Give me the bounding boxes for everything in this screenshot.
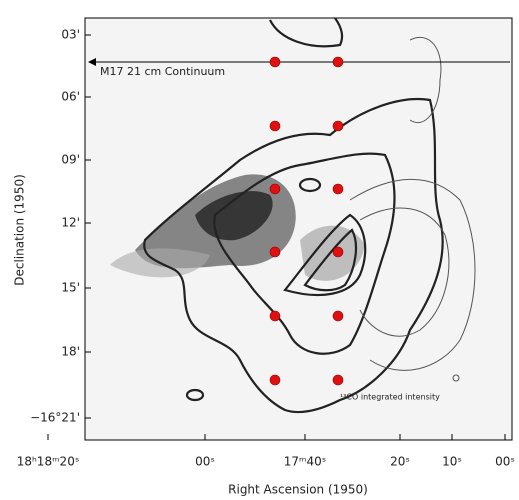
arrow-head: [88, 58, 96, 66]
x-tick-label: 10ˢ: [442, 455, 462, 469]
x-tick-label: 17ᵐ40ˢ: [284, 455, 327, 469]
x-tick-label: 20ˢ: [390, 455, 410, 469]
y-tick-label: 15': [61, 281, 80, 295]
positions: [269, 56, 344, 386]
y-tick-label: 03': [61, 28, 80, 42]
annotation-co: ¹³CO integrated intensity: [340, 393, 440, 402]
x-tick-label: 00ˢ: [195, 455, 215, 469]
y-tick-label: −16°21': [30, 411, 80, 425]
x-tick-label: 00ˢ: [495, 455, 515, 469]
y-tick-label: 06': [61, 90, 80, 104]
annotation-continuum: M17 21 cm Continuum: [100, 65, 225, 78]
y-tick-label: 09': [61, 153, 80, 167]
y-axis-title: Declination (1950): [13, 174, 27, 286]
y-tick-label: 12': [61, 216, 80, 230]
y-tick-label: 18': [61, 345, 80, 359]
x-tick-label: 18ʰ18ᵐ20ˢ: [17, 455, 80, 469]
x-axis-title: Right Ascension (1950): [228, 483, 368, 497]
contours: [143, 17, 476, 414]
plot-frame: [84, 17, 513, 441]
